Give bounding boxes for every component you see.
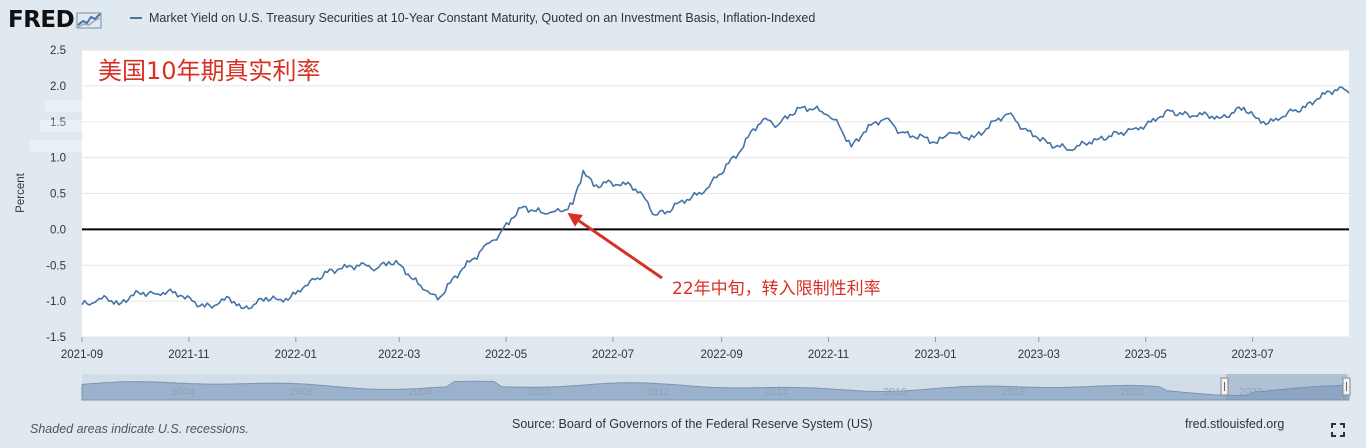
x-tick-label: 2023-01 xyxy=(914,349,956,361)
y-tick-label: -0.5 xyxy=(46,260,66,272)
navigator-year-label: 2010 xyxy=(527,386,551,398)
x-tick-label: 2021-09 xyxy=(61,349,103,361)
y-tick-label: 0.5 xyxy=(50,189,66,201)
legend[interactable]: Market Yield on U.S. Treasury Securities… xyxy=(130,11,815,25)
x-axis-ticks: 2021-09 2021-11 2022-01 2022-03 2022-05 2022-… xyxy=(61,337,1274,361)
x-tick-label: 2022-03 xyxy=(378,349,420,361)
y-tick-label: 0.0 xyxy=(50,224,66,236)
recession-note: Shaded areas indicate U.S. recessions. xyxy=(30,422,249,436)
legend-series-label: Market Yield on U.S. Treasury Securities… xyxy=(149,11,816,25)
navigator-selection[interactable] xyxy=(1226,374,1347,400)
y-axis-ticks: 2.5 2.0 1.5 1.0 0.5 0.0 -0.5 -1.0 -1.5 xyxy=(46,45,66,344)
legend-series-swatch xyxy=(130,17,142,19)
navigator-year-label: 2006 xyxy=(290,386,314,398)
x-tick-label: 2023-03 xyxy=(1018,349,1060,361)
y-tick-label: 2.5 xyxy=(50,45,66,57)
chart-header: FRED Market Yield on U.S. Treasury Secur… xyxy=(0,0,1366,40)
annotation-label: 22年中旬，转入限制性利率 xyxy=(672,279,881,299)
y-tick-label: -1.5 xyxy=(46,332,66,344)
chart-graph-icon xyxy=(76,12,102,29)
navigator-series-area xyxy=(81,380,1350,401)
navigator-year-label: 2018 xyxy=(1002,386,1026,398)
x-tick-label: 2023-07 xyxy=(1232,349,1274,361)
title-watermark xyxy=(30,100,325,152)
x-tick-label: 2022-11 xyxy=(808,349,849,361)
site-link[interactable]: fred.stlouisfed.org xyxy=(1185,417,1285,431)
navigator-year-label: 2012 xyxy=(646,386,670,398)
x-tick-label: 2023-05 xyxy=(1125,349,1167,361)
fullscreen-icon[interactable] xyxy=(1330,422,1346,438)
chinese-title-overlay: 美国10年期真实利率 xyxy=(98,57,321,85)
x-tick-label: 2021-11 xyxy=(168,349,209,361)
y-tick-label: 2.0 xyxy=(50,81,66,93)
fred-logo-text: FRED xyxy=(8,7,75,33)
navigator-year-labels: 2004 2006 2008 2010 2012 2014 2016 2018 2020 2022 xyxy=(171,386,1263,398)
fred-logo[interactable]: FRED xyxy=(8,6,102,34)
chart-area[interactable]: 2.52.01.51.00.50.0-0.5-1.0-1.5 2021-0920… xyxy=(0,40,1366,410)
y-tick-label: 1.5 xyxy=(50,117,66,129)
navigator-year-label: 2022 xyxy=(1239,386,1263,398)
navigator-year-label: 2004 xyxy=(171,386,195,398)
annotation-arrow xyxy=(578,219,663,280)
x-tick-label: 2022-05 xyxy=(485,349,527,361)
navigator-year-label: 2014 xyxy=(765,386,789,398)
navigator-year-label: 2008 xyxy=(409,386,433,398)
source-text: Source: Board of Governors of the Federa… xyxy=(512,417,873,431)
series-line[interactable] xyxy=(81,86,1350,310)
x-tick-label: 2022-09 xyxy=(701,349,743,361)
y-axis-label: Percent xyxy=(15,172,27,212)
x-tick-label: 2022-07 xyxy=(592,349,634,361)
x-tick-label: 2022-01 xyxy=(275,349,317,361)
y-tick-label: -1.0 xyxy=(46,296,66,308)
navigator-year-label: 2020 xyxy=(1121,386,1145,398)
annotation-arrow-head xyxy=(567,212,583,227)
y-tick-label: 1.0 xyxy=(50,153,66,165)
navigator-year-label: 2016 xyxy=(883,386,907,398)
navigator[interactable]: 2004 2006 2008 2010 2012 2014 2016 2018 2020 2022 xyxy=(81,374,1351,401)
